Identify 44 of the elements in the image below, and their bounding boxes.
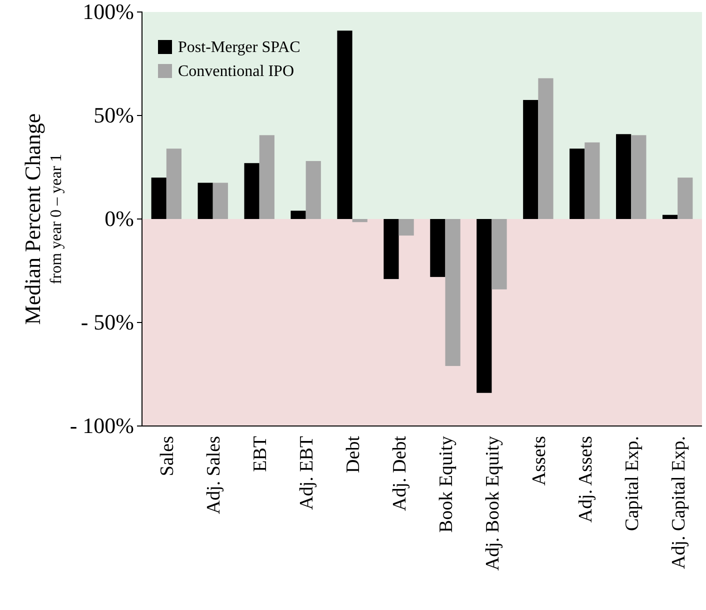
bar [352,219,368,222]
x-tick-label: Sales [157,436,178,476]
bar [384,219,399,280]
bar [306,161,321,219]
y-tick-label: 0% [104,206,134,232]
x-tick-label: Debt [342,435,364,473]
x-tick-label: Assets [528,436,550,486]
y-tick-label: 50% [94,102,134,128]
bar [398,219,414,236]
x-tick-label: Book Equity [436,436,457,533]
bar [538,78,554,219]
bar [584,142,600,219]
bar [166,148,182,219]
x-tick-label: EBT [250,436,271,472]
bar [244,163,260,219]
bar [616,134,632,219]
bar [337,30,352,219]
bar [678,178,693,219]
y-axis-title: Median Percent Change from year 0 – year 1 [20,113,65,325]
x-tick-label: Adj. Book Equity [482,436,504,571]
y-tick-label: - 100% [70,413,134,438]
legend-label: Post-Merger SPAC [178,39,300,56]
bar [492,219,507,290]
bar [445,219,460,366]
x-tick-label: Adj. EBT [296,436,318,510]
x-tick-label: Capital Exp. [622,436,643,531]
x-tick-label: Adj. Capital Exp. [668,436,690,569]
x-tick-label: Adj. Assets [575,436,596,523]
bar [290,210,306,219]
bar [430,219,446,277]
bar [631,135,646,219]
bar [662,214,678,219]
bar [570,148,585,219]
legend-label: Conventional IPO [178,63,294,80]
x-tick-label: Adj. Debt [389,435,410,511]
bar [523,100,538,219]
bar [259,135,274,219]
bar [151,178,166,219]
bar [198,182,213,219]
bar [212,182,228,219]
x-tick-label: Adj. Sales [204,436,225,514]
y-tick-label: - 50% [80,310,134,335]
bar [476,219,492,393]
y-tick-label: 100% [82,0,134,24]
